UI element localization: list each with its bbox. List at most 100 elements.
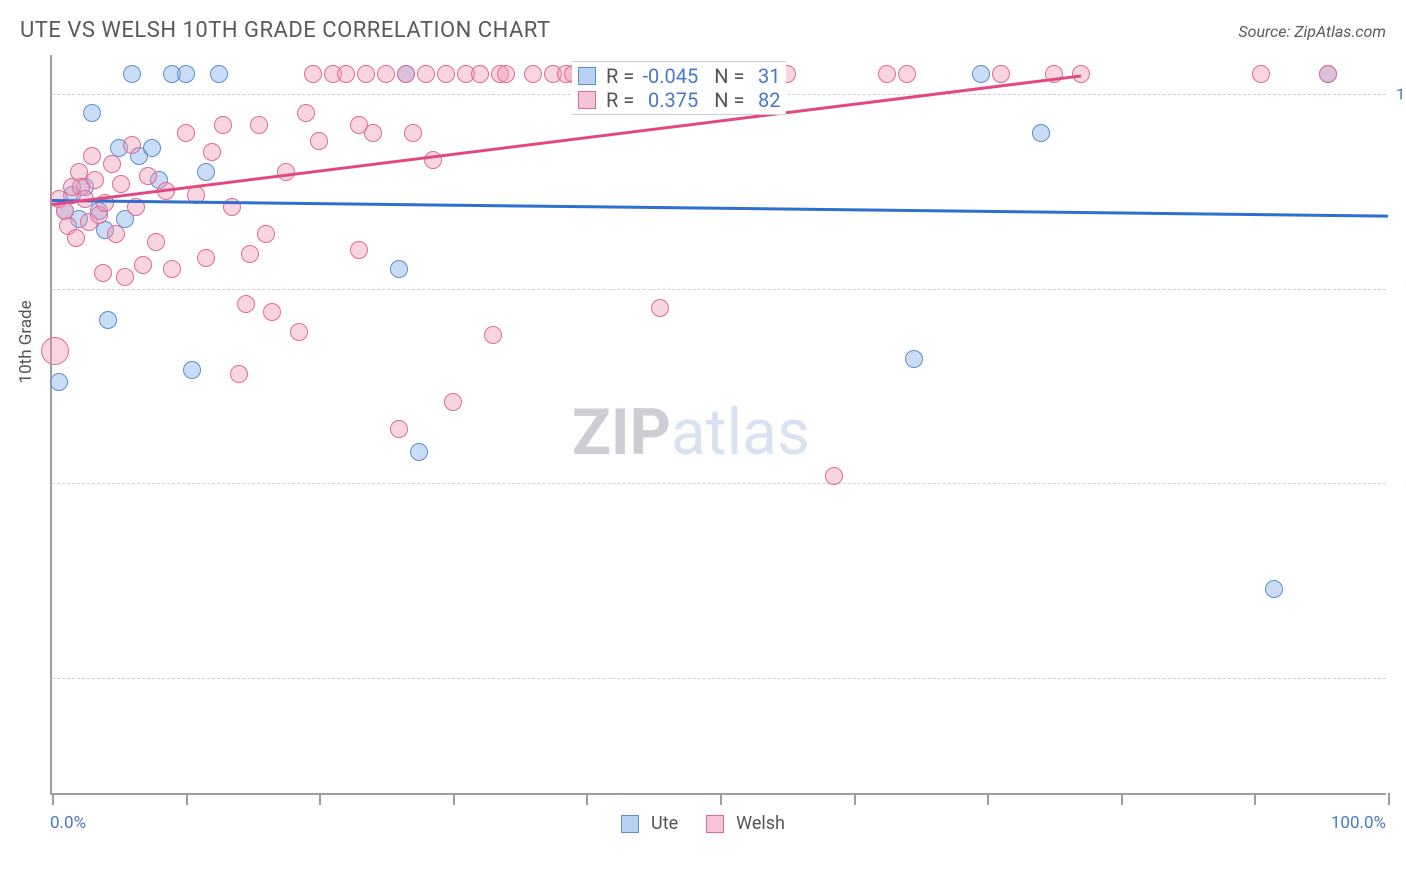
data-point xyxy=(497,65,515,83)
data-point xyxy=(177,124,195,142)
data-point xyxy=(1319,65,1337,83)
data-point xyxy=(183,361,201,379)
data-point xyxy=(143,139,161,157)
data-point xyxy=(304,65,322,83)
source-attribution: Source: ZipAtlas.com xyxy=(1238,22,1386,41)
x-tick xyxy=(453,793,455,805)
data-point xyxy=(116,268,134,286)
n-value: 31 xyxy=(750,64,780,88)
legend-swatch xyxy=(621,815,639,833)
data-point xyxy=(197,249,215,267)
x-tick xyxy=(987,793,989,805)
x-tick xyxy=(1388,793,1390,805)
chart-title: UTE VS WELSH 10TH GRADE CORRELATION CHAR… xyxy=(20,18,551,43)
data-point xyxy=(350,241,368,259)
x-tick xyxy=(52,793,54,805)
stat-label: R = xyxy=(606,64,634,88)
correlation-stats: R =-0.045 N =31 R =0.375 N =82 xyxy=(572,61,786,115)
data-point xyxy=(972,65,990,83)
x-tick xyxy=(586,793,588,805)
data-point xyxy=(263,303,281,321)
data-point xyxy=(250,116,268,134)
legend-item: Ute xyxy=(621,813,678,834)
legend-label: Ute xyxy=(651,813,678,834)
r-value: -0.045 xyxy=(640,64,698,88)
data-point xyxy=(230,365,248,383)
data-point xyxy=(163,260,181,278)
data-point xyxy=(825,467,843,485)
y-tick-label: 100.0% xyxy=(1396,84,1406,103)
stat-label: N = xyxy=(714,88,744,112)
r-value: 0.375 xyxy=(640,88,698,112)
data-point xyxy=(197,163,215,181)
data-point xyxy=(277,163,295,181)
data-point xyxy=(241,245,259,263)
x-tick xyxy=(186,793,188,805)
gridline xyxy=(52,289,1386,290)
data-point xyxy=(337,65,355,83)
data-point xyxy=(94,264,112,282)
stat-row: R =0.375 N =82 xyxy=(578,88,780,112)
legend-swatch xyxy=(706,815,724,833)
data-point xyxy=(357,65,375,83)
x-tick xyxy=(319,793,321,805)
y-axis-title: 10th Grade xyxy=(16,300,36,383)
data-point xyxy=(210,65,228,83)
data-point xyxy=(390,420,408,438)
data-point xyxy=(437,65,455,83)
data-point xyxy=(203,143,221,161)
data-point xyxy=(103,155,121,173)
data-point xyxy=(390,260,408,278)
data-point xyxy=(134,256,152,274)
x-tick xyxy=(720,793,722,805)
stat-label: R = xyxy=(606,88,634,112)
watermark: ZIPatlas xyxy=(572,395,810,470)
data-point xyxy=(83,104,101,122)
data-point xyxy=(297,104,315,122)
data-point xyxy=(50,373,68,391)
gridline xyxy=(52,678,1386,679)
data-point xyxy=(898,65,916,83)
data-point xyxy=(417,65,435,83)
data-point xyxy=(86,171,104,189)
data-point xyxy=(177,65,195,83)
data-point xyxy=(123,65,141,83)
data-point xyxy=(404,124,422,142)
data-point xyxy=(444,393,462,411)
trend-line xyxy=(52,199,1388,218)
plot-area: ZIPatlas 100.0%95.0%90.0%85.0%R =-0.045N… xyxy=(50,55,1386,795)
gridline xyxy=(52,483,1386,484)
data-point xyxy=(214,116,232,134)
data-point xyxy=(99,311,117,329)
data-point xyxy=(83,147,101,165)
x-tick xyxy=(1254,793,1256,805)
data-point xyxy=(524,65,542,83)
data-point xyxy=(364,124,382,142)
x-tick xyxy=(1121,793,1123,805)
data-point xyxy=(905,350,923,368)
data-point xyxy=(377,65,395,83)
data-point xyxy=(471,65,489,83)
data-point xyxy=(1265,580,1283,598)
data-point xyxy=(139,167,157,185)
data-point xyxy=(147,233,165,251)
data-point xyxy=(484,326,502,344)
n-value: 82 xyxy=(750,88,780,112)
data-point xyxy=(1032,124,1050,142)
data-point xyxy=(41,337,69,365)
legend-label: Welsh xyxy=(736,813,785,834)
data-point xyxy=(237,295,255,313)
stat-label: N = xyxy=(714,64,744,88)
data-point xyxy=(992,65,1010,83)
data-point xyxy=(257,225,275,243)
legend-item: Welsh xyxy=(706,813,785,834)
chart-container: 10th Grade ZIPatlas 100.0%95.0%90.0%85.0… xyxy=(20,55,1386,875)
series-swatch xyxy=(578,67,596,85)
data-point xyxy=(410,443,428,461)
data-point xyxy=(67,229,85,247)
x-tick xyxy=(854,793,856,805)
stat-row: R =-0.045 N =31 xyxy=(578,64,780,88)
data-point xyxy=(107,225,125,243)
bottom-legend: Ute Welsh xyxy=(20,813,1386,838)
data-point xyxy=(1252,65,1270,83)
